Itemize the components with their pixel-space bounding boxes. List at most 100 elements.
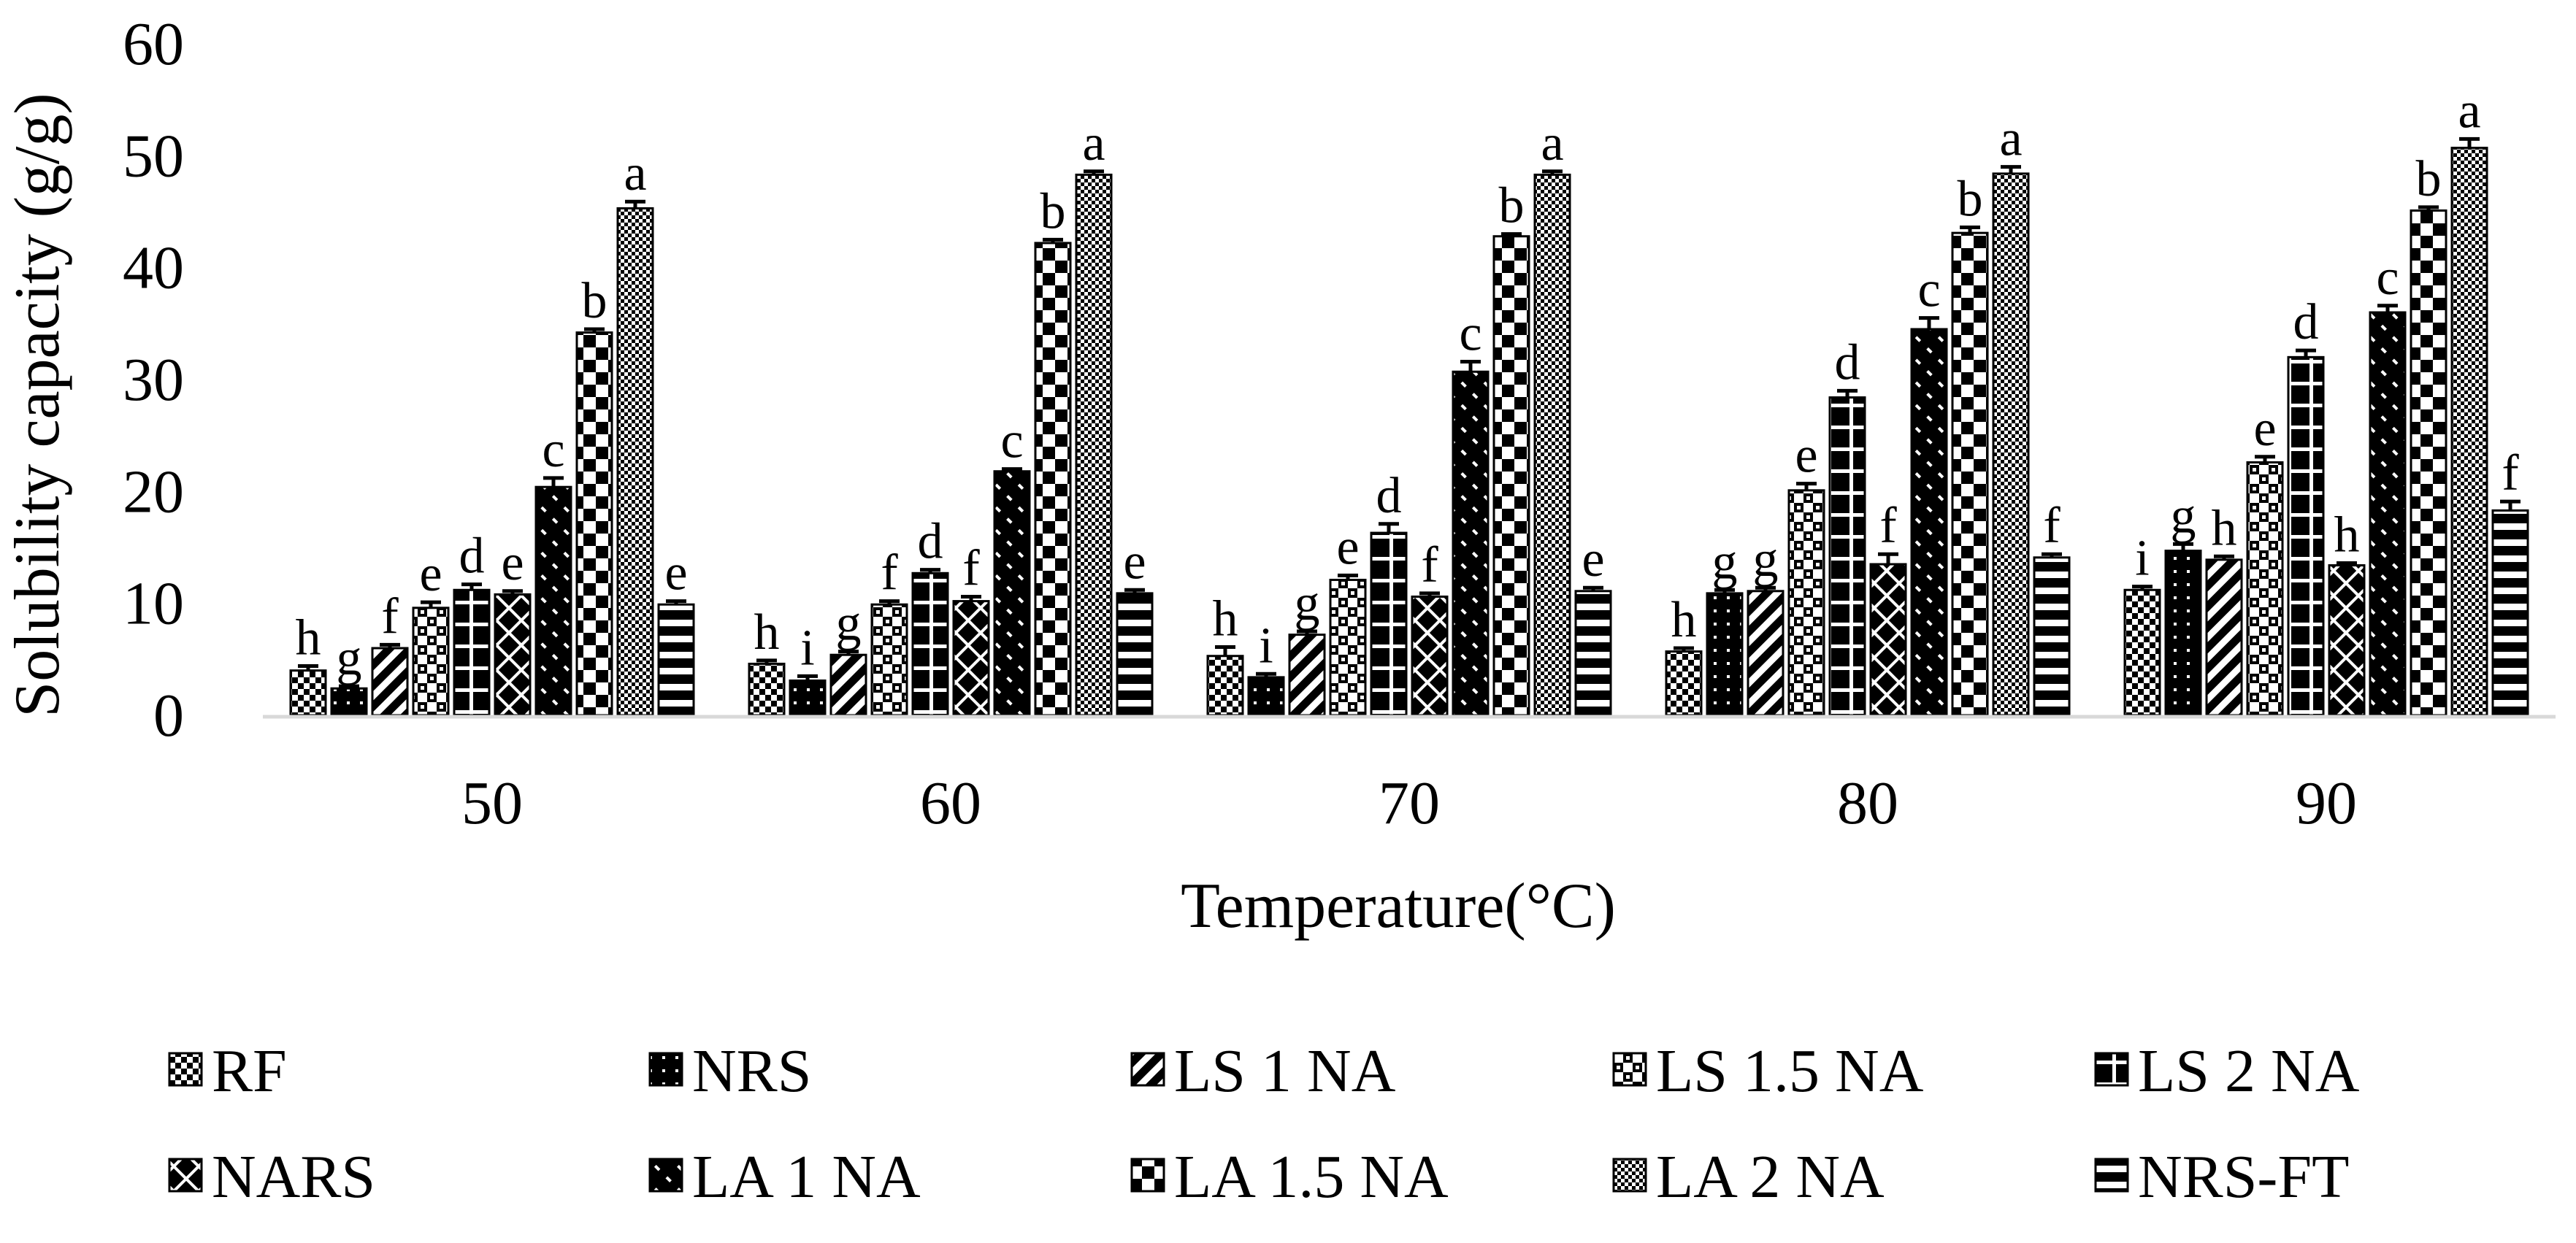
error-bar-nars-80 (1878, 552, 1898, 564)
error-bar-ls-1-5-na-90 (2255, 455, 2275, 463)
sig-label-ls-1-na-90: h (2212, 500, 2237, 556)
error-bar-rf-60 (756, 658, 777, 664)
legend-item-la-1-5-na: LA 1.5 NA (1130, 1143, 1449, 1211)
error-bar-rf-50 (298, 664, 318, 671)
legend-item-ls-1-na: LS 1 NA (1130, 1037, 1396, 1105)
error-bar-nrs-ft-90 (2500, 499, 2521, 511)
bar-ls-2-na-90 (2287, 355, 2325, 717)
x-tick-label-60: 60 (920, 769, 981, 837)
bar-la-1-na-50 (534, 485, 572, 717)
bar-nrs-60 (789, 679, 827, 717)
bar-nrs-50 (330, 687, 368, 717)
bar-la-1-na-80 (1910, 328, 1948, 717)
bar-nrs-ft-90 (2491, 509, 2529, 717)
x-tick-label-90: 90 (2296, 769, 2357, 837)
sig-label-la-2-na-50: a (624, 145, 646, 201)
error-bar-ls-1-na-50 (380, 642, 400, 648)
bar-ls-1-na-60 (829, 653, 867, 717)
sig-label-ls-1-na-70: g (1295, 575, 1320, 631)
error-bar-ls-2-na-60 (920, 568, 940, 574)
bar-nars-80 (1869, 563, 1907, 717)
bar-la-1-5-na-90 (2410, 209, 2447, 717)
legend-swatch-ls-2-na (2094, 1052, 2129, 1087)
sig-label-la-2-na-70: a (1541, 115, 1563, 172)
y-axis-ticks: 0 10 20 30 40 50 60 (123, 10, 184, 750)
legend-swatch-la-1-na (648, 1158, 683, 1193)
error-bar-nrs-90 (2173, 542, 2193, 551)
error-bar-nrs-50 (339, 684, 359, 689)
error-bar-la-2-na-50 (625, 199, 645, 209)
bar-la-1-na-90 (2369, 311, 2407, 717)
sig-label-nars-90: h (2334, 507, 2360, 563)
bar-rf-70 (1206, 655, 1244, 717)
sig-label-nrs-ft-60: e (1123, 534, 1146, 590)
bar-la-1-5-na-80 (1951, 231, 1989, 717)
y-tick-label-60: 60 (123, 10, 184, 78)
sig-label-ls-2-na-50: d (459, 528, 485, 585)
bar-nrs-80 (1706, 592, 1744, 717)
bar-la-1-na-60 (993, 470, 1031, 717)
y-tick-label-10: 10 (123, 570, 184, 638)
sig-label-nrs-ft-90: f (2502, 445, 2519, 501)
bar-nars-90 (2328, 564, 2366, 717)
sig-label-nrs-70: i (1259, 617, 1273, 674)
y-axis-title: Solubility capacity (g/g) (2, 93, 73, 717)
error-bar-ls-2-na-90 (2296, 348, 2316, 358)
sig-label-la-1-5-na-80: b (1958, 171, 1983, 227)
sig-label-la-1-5-na-60: b (1040, 183, 1066, 239)
bar-la-2-na-90 (2450, 147, 2488, 717)
error-bar-ls-1-na-90 (2214, 554, 2234, 560)
legend-label-la-1-5-na: LA 1.5 NA (1174, 1143, 1449, 1211)
sig-label-la-1-na-60: c (1000, 413, 1023, 469)
bar-ls-1-5-na-80 (1787, 489, 1825, 717)
bar-ls-2-na-80 (1828, 396, 1866, 717)
bar-series-group (289, 136, 2529, 717)
sig-label-ls-2-na-70: d (1376, 468, 1402, 524)
error-bar-nrs-60 (797, 674, 818, 681)
error-bar-nars-50 (502, 589, 523, 595)
error-bar-ls-1-5-na-50 (421, 600, 441, 608)
x-axis-ticks: 50 60 70 80 90 (461, 769, 2357, 837)
bar-nars-50 (494, 593, 532, 717)
bar-nrs-ft-50 (657, 603, 695, 717)
sig-label-la-1-5-na-70: b (1499, 178, 1525, 234)
sig-label-ls-1-na-60: g (836, 596, 862, 652)
sig-label-la-1-5-na-90: b (2416, 151, 2442, 207)
error-bar-la-1-5-na-70 (1501, 232, 1522, 236)
bar-ls-1-5-na-90 (2246, 461, 2284, 717)
error-bar-la-1-na-80 (1919, 316, 1939, 329)
y-tick-label-50: 50 (123, 122, 184, 190)
error-bar-rf-80 (1674, 646, 1694, 652)
sig-label-rf-80: h (1671, 592, 1697, 648)
error-bar-la-1-5-na-60 (1043, 237, 1063, 243)
legend-swatch-la-1-5-na (1130, 1158, 1165, 1193)
x-tick-label-80: 80 (1837, 769, 1898, 837)
legend-label-ls-2-na: LS 2 NA (2138, 1037, 2360, 1105)
bar-nrs-ft-80 (2033, 556, 2071, 717)
sig-label-nars-80: f (1879, 498, 1897, 554)
legend-item-nrs-ft: NRS-FT (2094, 1143, 2349, 1211)
bar-rf-90 (2123, 588, 2161, 717)
error-bar-ls-2-na-70 (1379, 522, 1399, 534)
sig-label-nrs-ft-50: e (664, 545, 687, 601)
chart-legend: RF NRS LS 1 NA LS 1.5 NA LS 2 NA NARS LA 1 NA L… (168, 1037, 2360, 1211)
error-bar-la-1-5-na-50 (584, 327, 605, 333)
error-bar-la-1-na-70 (1460, 359, 1481, 372)
legend-item-la-2-na: LA 2 NA (1612, 1143, 1885, 1211)
sig-label-nars-70: f (1421, 537, 1438, 593)
sig-label-nars-60: f (962, 540, 980, 596)
error-bar-ls-2-na-80 (1837, 388, 1858, 398)
bar-la-1-5-na-70 (1492, 235, 1530, 717)
error-bar-la-2-na-70 (1542, 169, 1563, 175)
y-tick-label-30: 30 (123, 346, 184, 414)
sig-label-ls-2-na-90: d (2293, 294, 2319, 350)
error-bar-la-1-na-90 (2377, 304, 2398, 312)
bar-la-2-na-60 (1075, 173, 1113, 717)
sig-label-ls-1-5-na-70: e (1336, 519, 1359, 575)
bar-ls-2-na-70 (1370, 531, 1408, 717)
bar-la-2-na-70 (1533, 173, 1571, 717)
error-bar-la-1-na-50 (543, 476, 564, 488)
sig-label-rf-60: h (754, 604, 780, 661)
